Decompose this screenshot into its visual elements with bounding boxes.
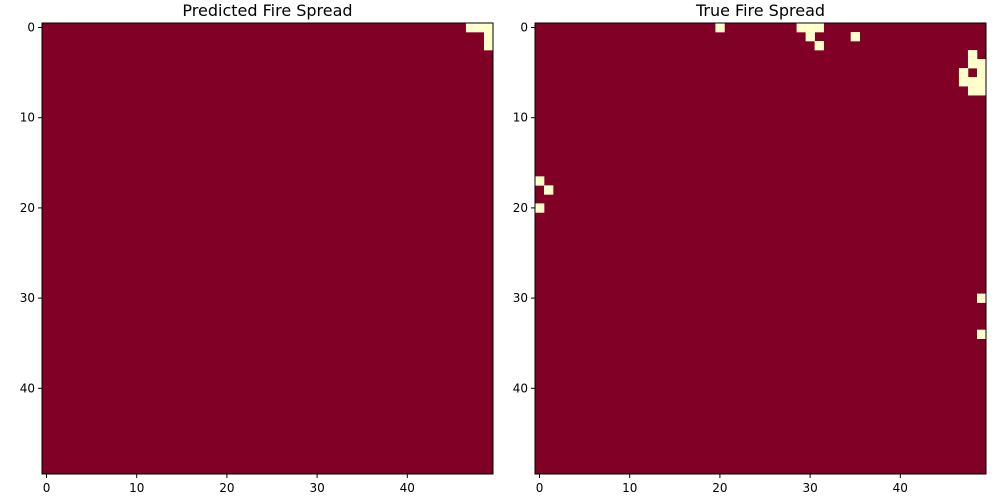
fire-cell: [805, 32, 815, 42]
y-tick-label: 10: [20, 111, 35, 125]
fire-cell: [967, 50, 978, 60]
y-tick-label: 20: [513, 201, 528, 215]
y-tick-label: 40: [20, 381, 35, 395]
fire-cell: [976, 77, 987, 87]
predicted-fire-spread-panel: Predicted Fire Spread 0 10 20 30 40 0 10 20 30 40: [20, 1, 494, 495]
y-tick-label: 30: [513, 291, 528, 305]
y-tick-label: 0: [27, 21, 35, 35]
y-tick-label: 0: [520, 21, 528, 35]
fire-cell: [976, 86, 987, 96]
axes-frame: [41, 22, 494, 475]
fire-cell: [967, 59, 978, 69]
x-tick-label: 0: [43, 481, 51, 495]
y-tick-label: 10: [513, 111, 528, 125]
fire-cell: [535, 203, 545, 213]
fire-cell: [465, 23, 476, 33]
y-tick-label: 20: [20, 201, 35, 215]
x-tick-label: 40: [893, 481, 908, 495]
y-tick-label: 40: [513, 381, 528, 395]
heatmap-background: [42, 23, 493, 474]
x-tick-label: 10: [129, 481, 144, 495]
fire-cell: [958, 68, 969, 78]
x-tick-label: 30: [802, 481, 817, 495]
fire-cell: [483, 41, 494, 51]
true-fire-spread-panel: True Fire Spread 0 10 20 30 40 0 10 20 30 40: [513, 1, 987, 495]
fire-cell: [814, 23, 824, 33]
x-tick-label: 10: [622, 481, 637, 495]
fire-cell: [976, 68, 987, 78]
fire-cell: [535, 176, 545, 186]
x-tick-label: 0: [536, 481, 544, 495]
heatmap-background: [535, 23, 986, 474]
fire-cell: [976, 329, 987, 339]
x-tick-label: 20: [712, 481, 727, 495]
axes-frame: [534, 22, 987, 475]
chart-title: True Fire Spread: [695, 1, 825, 20]
x-tick-label: 30: [309, 481, 324, 495]
fire-cell: [976, 293, 987, 303]
fire-cell: [976, 59, 987, 69]
fire-cell: [850, 32, 861, 42]
fire-cell: [967, 77, 978, 87]
x-tick-label: 40: [400, 481, 415, 495]
fire-cell: [814, 41, 824, 51]
fire-cell: [958, 77, 969, 87]
fire-cell: [715, 23, 725, 33]
fire-cell: [805, 23, 815, 33]
chart-title: Predicted Fire Spread: [182, 1, 352, 20]
fire-cell: [796, 23, 806, 33]
fire-cell: [483, 23, 494, 33]
fire-cell: [967, 86, 978, 96]
fire-cell: [483, 32, 494, 42]
fire-cell: [544, 185, 554, 195]
y-tick-label: 30: [20, 291, 35, 305]
fire-cell: [474, 23, 485, 33]
x-tick-label: 20: [219, 481, 234, 495]
